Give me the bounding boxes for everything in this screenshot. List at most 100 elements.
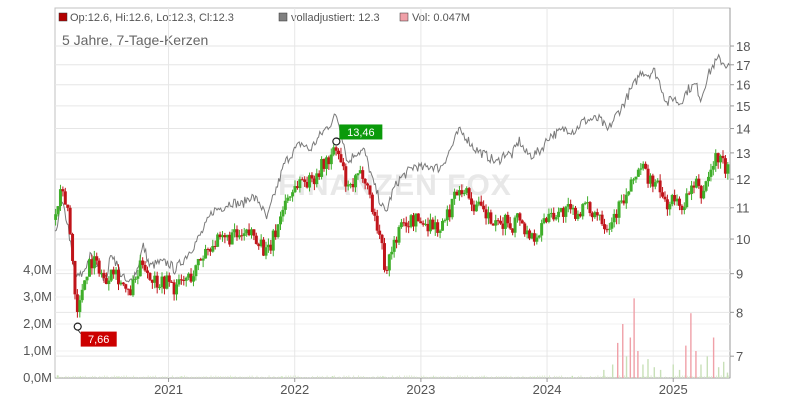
price-tick-label: 7 xyxy=(736,349,743,364)
volume-bar xyxy=(686,375,688,378)
candle-body xyxy=(341,162,345,167)
volume-bar xyxy=(133,375,135,378)
candle-body xyxy=(723,158,727,174)
candle-body xyxy=(170,281,174,283)
candle-body xyxy=(557,211,561,218)
volume-bar xyxy=(700,364,702,378)
volume-bar xyxy=(147,375,149,378)
volume-bar xyxy=(573,377,575,378)
chart-subtitle: 5 Jahre, 7-Tage-Kerzen xyxy=(62,32,208,48)
volume-bar xyxy=(637,351,639,378)
time-tick-label: 2022 xyxy=(280,382,309,397)
candle-body xyxy=(656,180,660,183)
candle-body xyxy=(194,265,198,277)
volume-bar xyxy=(645,376,647,378)
candle-body xyxy=(92,256,96,269)
candle-body xyxy=(428,219,432,232)
volume-bar xyxy=(469,377,471,378)
volume-bar xyxy=(641,376,642,378)
volume-bar xyxy=(653,377,654,378)
volume-bar xyxy=(60,376,62,378)
price-tick-label: 11 xyxy=(736,201,750,216)
volume-bar xyxy=(338,376,340,378)
volume-bar xyxy=(358,375,359,378)
candle-body xyxy=(426,223,430,232)
volume-bar xyxy=(159,376,161,378)
candle-body xyxy=(179,279,183,281)
volume-bar xyxy=(140,376,142,378)
volume-bar xyxy=(370,377,372,378)
volume-bar xyxy=(63,377,64,378)
volume-bar xyxy=(399,375,401,378)
candle-body xyxy=(187,273,191,278)
candle-body xyxy=(378,230,382,235)
volume-bar xyxy=(720,375,722,378)
candle-body xyxy=(286,197,290,201)
candle-body xyxy=(622,200,626,204)
candle-body xyxy=(339,154,343,163)
volume-bar xyxy=(75,375,77,378)
candle-body xyxy=(453,191,457,199)
volume-bar xyxy=(624,375,625,378)
volume-bar xyxy=(319,376,321,378)
candle-body xyxy=(574,207,578,219)
candle-body xyxy=(104,278,108,285)
candle-body xyxy=(199,258,203,261)
volume-bar xyxy=(488,377,490,378)
volume-bar xyxy=(570,377,572,378)
candle-body xyxy=(566,204,570,207)
volume-bar xyxy=(655,376,657,378)
volume-bar xyxy=(406,375,408,378)
candle-body xyxy=(109,269,113,281)
volume-bar xyxy=(493,377,495,378)
candle-body xyxy=(387,254,391,271)
candle-body xyxy=(634,176,638,180)
volume-bar xyxy=(348,375,350,378)
candle-body xyxy=(530,233,534,239)
candle-body xyxy=(136,276,140,279)
candle-body xyxy=(143,264,147,271)
candle-body xyxy=(489,212,493,224)
candle-body xyxy=(119,282,123,285)
volume-bar xyxy=(384,376,386,378)
candle-body xyxy=(491,223,495,226)
volume-bar xyxy=(287,375,289,378)
candle-body xyxy=(245,229,249,234)
volume-bar xyxy=(239,376,241,378)
candle-body xyxy=(78,300,82,312)
volume-bar xyxy=(459,375,461,378)
volume-bar xyxy=(210,375,212,378)
candle-body xyxy=(532,233,536,242)
axis-labels: 7 8 9 10 11 12 13 14 15 16 17 18 0,0M 1,0M 2,0M 3,0M 4,0… xyxy=(23,39,750,397)
volume-bar xyxy=(295,375,297,378)
candle-body xyxy=(436,222,440,233)
volume-bar xyxy=(188,377,190,378)
volume-bar xyxy=(375,377,376,378)
volume-bar xyxy=(483,376,485,378)
volume-bar xyxy=(309,377,311,378)
volume-bar xyxy=(244,376,246,378)
candle-body xyxy=(373,211,377,216)
volume-bar xyxy=(533,376,536,378)
volume-bar xyxy=(167,376,168,378)
volume-bar xyxy=(246,376,248,378)
candle-body xyxy=(506,214,510,224)
volume-bar xyxy=(408,375,410,378)
volume-bar xyxy=(568,377,570,378)
volume-bar xyxy=(198,376,200,378)
candle-body xyxy=(554,217,558,220)
volume-bar xyxy=(563,377,565,378)
volume-bar xyxy=(213,376,214,378)
volume-bar xyxy=(251,375,253,378)
candle-body xyxy=(298,179,302,189)
volume-bar xyxy=(377,375,379,378)
volume-bar xyxy=(331,376,334,378)
candle-body xyxy=(264,247,268,256)
candle-body xyxy=(419,221,423,224)
candle-body xyxy=(610,222,614,229)
candle-body xyxy=(511,228,515,233)
candle-body xyxy=(496,220,500,222)
candle-body xyxy=(363,178,367,184)
volume-bar xyxy=(486,376,488,378)
